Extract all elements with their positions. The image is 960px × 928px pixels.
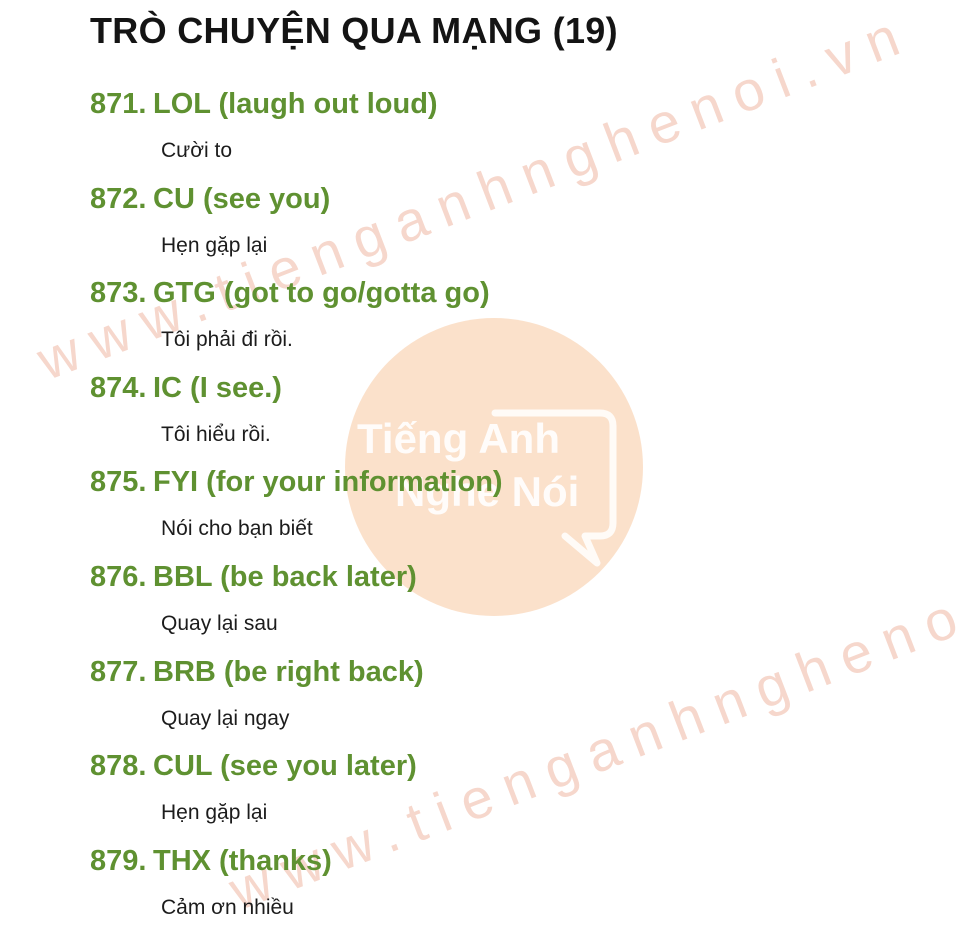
entry-number: 873. [90,277,147,310]
watermark-logo-line2: Nghe Nói [395,468,579,515]
entry-number: 871. [90,88,147,120]
list-item: 876. BBL (be back later) Quay lại sau [90,559,910,654]
entry-meaning: Cười to [161,139,233,162]
watermark-logo-circle [345,318,643,616]
entry-number: 879. [90,844,147,877]
list-item: 878. CUL (see you later) Hẹn gặp lại [90,748,910,843]
entry-meaning: Nói cho bạn biết [161,517,313,541]
entry-term-text: IC (I see.) [153,371,282,404]
list-item: 874. IC (I see.) Tôi hiểu rồi. [90,370,910,465]
entry-number: 872. [90,182,147,215]
entry-term-text: BBL (be back later) [153,560,417,593]
entry-term: 876. BBL (be back later) [90,559,417,595]
entry-number: 876. [90,560,147,593]
entry-term-text: FYI (for your information) [153,466,503,499]
page-title: TRÒ CHUYỆN QUA MẠNG (19) [90,10,618,51]
entry-number: 878. [90,750,147,783]
list-item: 871. LOL (laugh out loud) Cười to [90,86,910,181]
entry-meaning: Cảm ơn nhiều [161,895,294,919]
entry-term: 875. FYI (for your information) [90,464,503,500]
entry-term: 874. IC (I see.) [90,370,282,406]
entry-term-text: THX (thanks) [153,844,332,877]
list-item: 875. FYI (for your information) Nói cho b… [90,464,910,559]
entry-number: 874. [90,371,147,404]
list-item: 873. GTG (got to go/gotta go) Tôi phải đi… [90,275,910,370]
entry-term-text: LOL (laugh out loud) [153,88,438,120]
entry-term-text: CUL (see you later) [153,750,417,783]
list-item: 879. THX (thanks) Cảm ơn nhiều [90,843,910,928]
entry-meaning: Tôi phải đi rồi. [161,328,293,352]
entry-term-text: BRB (be right back) [153,655,424,688]
entry-meaning: Hẹn gặp lại [161,801,268,825]
entry-term: 871. LOL (laugh out loud) [90,86,438,122]
entry-term: 872. CU (see you) [90,181,330,217]
entry-number: 877. [90,655,147,688]
abbreviation-list: 871. LOL (laugh out loud) Cười to 872. CU … [90,86,910,928]
entry-term-text: GTG (got to go/gotta go) [153,277,490,310]
entry-meaning: Tôi hiểu rồi. [161,422,271,446]
entry-meaning: Hẹn gặp lại [161,233,268,257]
entry-term-text: CU (see you) [153,182,331,215]
entry-term: 873. GTG (got to go/gotta go) [90,275,490,311]
entry-term: 877. BRB (be right back) [90,654,424,690]
list-item: 872. CU (see you) Hẹn gặp lại [90,181,910,276]
entry-meaning: Quay lại sau [161,611,278,635]
list-item: 877. BRB (be right back) Quay lại ngay [90,654,910,749]
entry-term: 878. CUL (see you later) [90,748,417,784]
entry-meaning: Quay lại ngay [161,706,290,730]
entry-number: 875. [90,466,147,499]
entry-term: 879. THX (thanks) [90,843,332,879]
watermark-logo-line1: Tiếng Anh [357,415,560,462]
watermark-logo-icon: Tiếng Anh Nghe Nói [357,409,617,567]
